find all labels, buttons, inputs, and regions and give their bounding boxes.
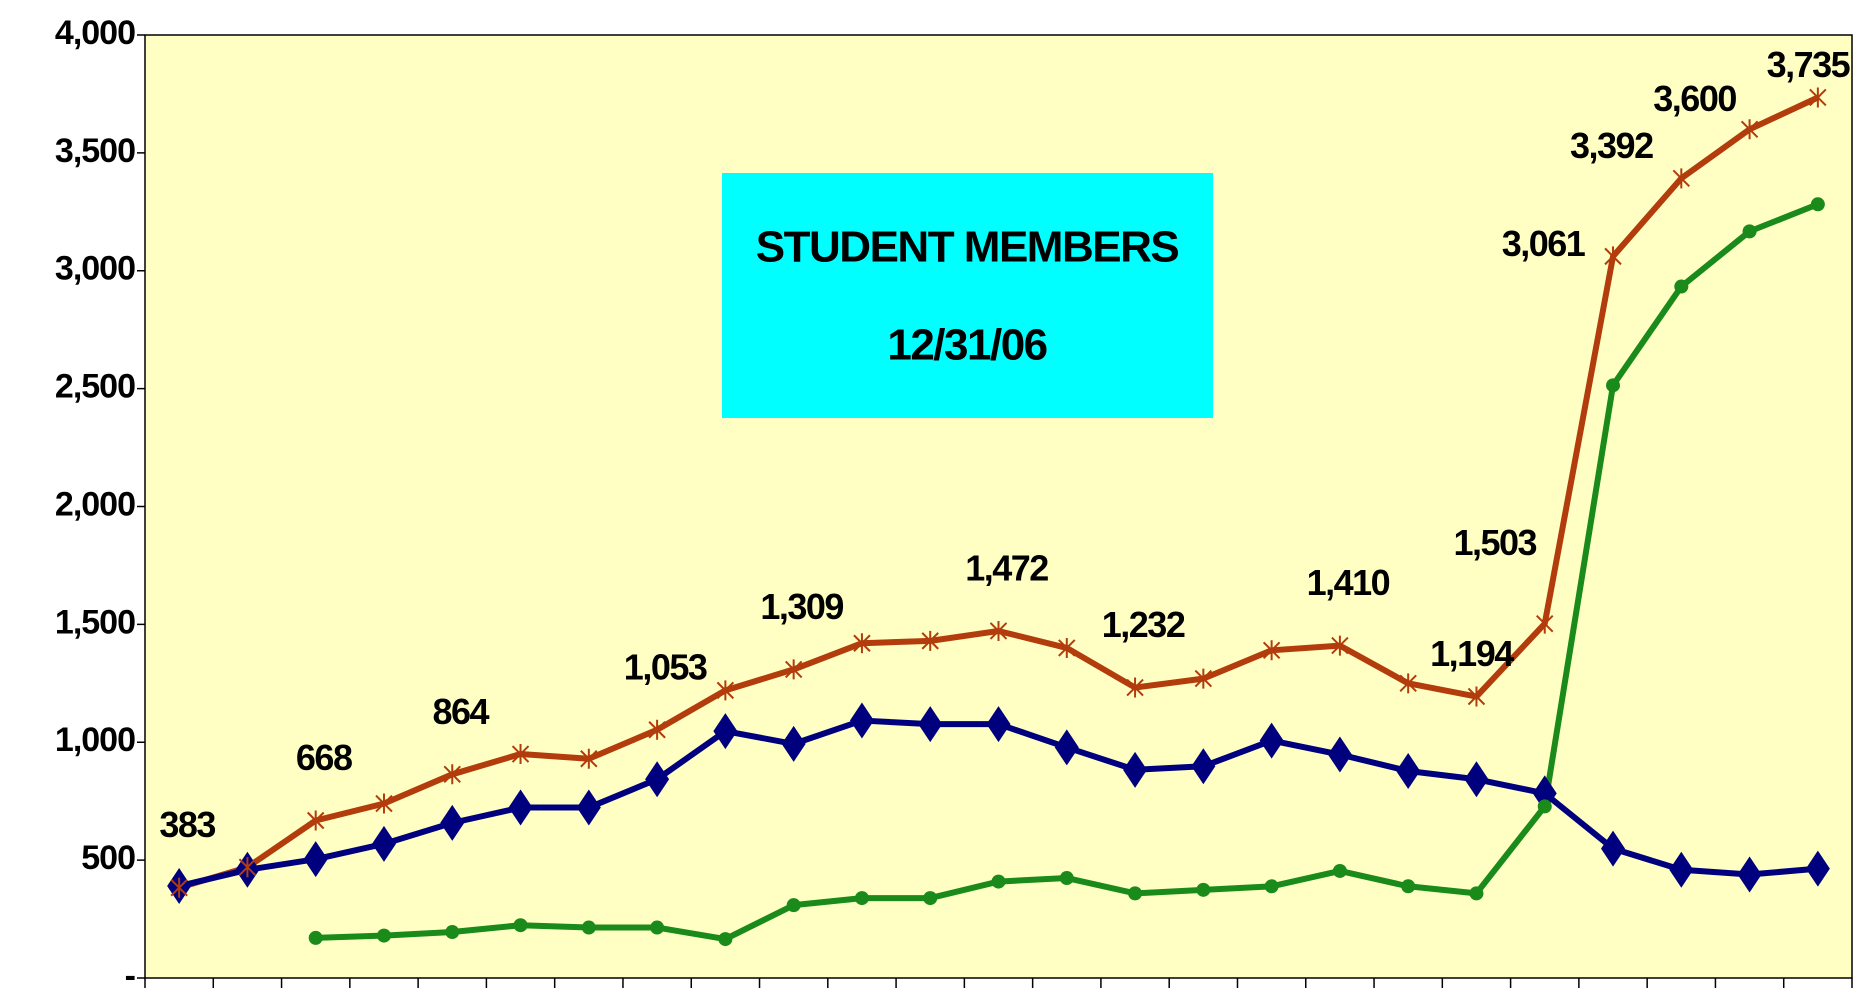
data-label: 1,309 xyxy=(760,586,843,627)
star-marker xyxy=(921,630,939,651)
star-marker xyxy=(511,744,530,765)
diamond-marker xyxy=(508,789,533,826)
y-tick-label: 2,500 xyxy=(55,368,135,406)
diamond-marker xyxy=(1601,830,1626,867)
diamond-marker xyxy=(1532,775,1557,812)
star-marker xyxy=(443,764,461,785)
chart-title: STUDENT MEMBERS xyxy=(756,223,1179,272)
star-marker xyxy=(989,620,1008,641)
star-marker xyxy=(1262,640,1281,661)
diamond-marker xyxy=(303,841,328,878)
data-label: 3,061 xyxy=(1502,223,1586,264)
star-marker xyxy=(1126,677,1144,698)
circle-marker xyxy=(376,928,391,943)
circle-marker xyxy=(923,891,938,906)
y-tick-label: 1,500 xyxy=(55,603,135,641)
data-label: 1,232 xyxy=(1102,604,1185,645)
star-marker xyxy=(648,719,666,740)
circle-marker xyxy=(1537,799,1552,814)
data-label: 864 xyxy=(432,691,489,732)
star-marker xyxy=(716,680,735,701)
star-marker xyxy=(306,810,325,831)
star-marker xyxy=(1536,613,1554,634)
circle-marker xyxy=(650,920,665,935)
circle-marker xyxy=(1606,378,1621,393)
star-marker xyxy=(1809,87,1827,108)
diamond-marker xyxy=(781,725,806,762)
diamond-marker xyxy=(576,789,601,826)
diamond-marker xyxy=(1191,748,1216,785)
circle-marker xyxy=(854,891,869,906)
star-marker xyxy=(1399,673,1417,694)
y-tick-label: 500 xyxy=(81,839,135,877)
diamond-marker xyxy=(1327,736,1352,773)
data-label: 1,472 xyxy=(965,547,1048,588)
data-label: 3,735 xyxy=(1767,44,1851,85)
data-label: 3,600 xyxy=(1653,78,1736,119)
star-marker xyxy=(853,633,871,654)
circle-marker xyxy=(1401,879,1416,894)
diamond-marker xyxy=(1669,851,1694,888)
diamond-marker xyxy=(1259,722,1284,759)
star-marker xyxy=(1467,686,1486,707)
star-marker xyxy=(1331,635,1349,656)
circle-marker xyxy=(1742,224,1757,239)
circle-marker xyxy=(1469,886,1484,901)
diamond-marker xyxy=(1805,850,1830,887)
star-marker xyxy=(170,877,188,898)
diamond-marker xyxy=(918,706,943,743)
circle-marker xyxy=(513,918,528,933)
circle-marker xyxy=(1264,879,1279,894)
circle-marker xyxy=(308,930,323,945)
data-label: 3,392 xyxy=(1570,125,1653,166)
star-marker xyxy=(1058,637,1076,658)
circle-marker xyxy=(1196,882,1211,897)
y-tick-label: 1,000 xyxy=(55,721,135,759)
y-tick-label: 4,000 xyxy=(55,14,135,52)
diamond-marker xyxy=(645,761,670,798)
data-label: 668 xyxy=(296,737,352,778)
y-tick-label: 3,500 xyxy=(55,132,135,170)
diamond-marker xyxy=(713,713,738,750)
chart-subtitle: 12/31/06 xyxy=(887,321,1046,370)
star-marker xyxy=(1672,168,1691,189)
circle-marker xyxy=(445,925,460,940)
star-marker xyxy=(238,857,257,878)
diamond-marker xyxy=(440,804,465,841)
data-label: 1,410 xyxy=(1307,562,1390,603)
y-tick-label: - xyxy=(125,957,135,995)
diamond-marker xyxy=(1123,751,1148,788)
y-tick-label: 2,000 xyxy=(55,485,135,523)
star-marker xyxy=(1194,668,1213,689)
circle-marker xyxy=(1332,863,1347,878)
circle-marker xyxy=(1128,886,1143,901)
axis: - 500 1,000 1,500 2,000 2,500 3,000 3,500 4,000 xyxy=(55,14,1853,995)
circle-marker xyxy=(991,874,1006,889)
diamond-marker xyxy=(1737,856,1762,893)
circle-marker xyxy=(786,898,801,913)
circle-marker xyxy=(1059,871,1074,886)
diamond-marker xyxy=(1464,761,1489,798)
star-marker xyxy=(580,748,598,769)
diamond-marker xyxy=(1396,753,1421,790)
star-marker xyxy=(784,659,803,680)
data-label: 383 xyxy=(159,804,215,845)
diamond-marker xyxy=(986,706,1011,743)
y-tick-label: 3,000 xyxy=(55,250,135,288)
diamond-marker xyxy=(849,702,874,739)
circle-marker xyxy=(1810,197,1825,212)
circle-marker xyxy=(581,920,596,935)
data-label: 1,053 xyxy=(624,646,707,687)
data-label: 1,194 xyxy=(1430,633,1514,674)
title-box xyxy=(722,173,1213,418)
star-marker xyxy=(1740,119,1759,140)
circle-marker xyxy=(718,932,733,947)
circle-marker xyxy=(1674,279,1689,294)
diamond-marker xyxy=(1054,729,1079,766)
star-marker xyxy=(375,793,393,814)
star-marker xyxy=(1604,246,1622,267)
data-label: 1,503 xyxy=(1453,522,1536,563)
diamond-marker xyxy=(371,825,396,862)
